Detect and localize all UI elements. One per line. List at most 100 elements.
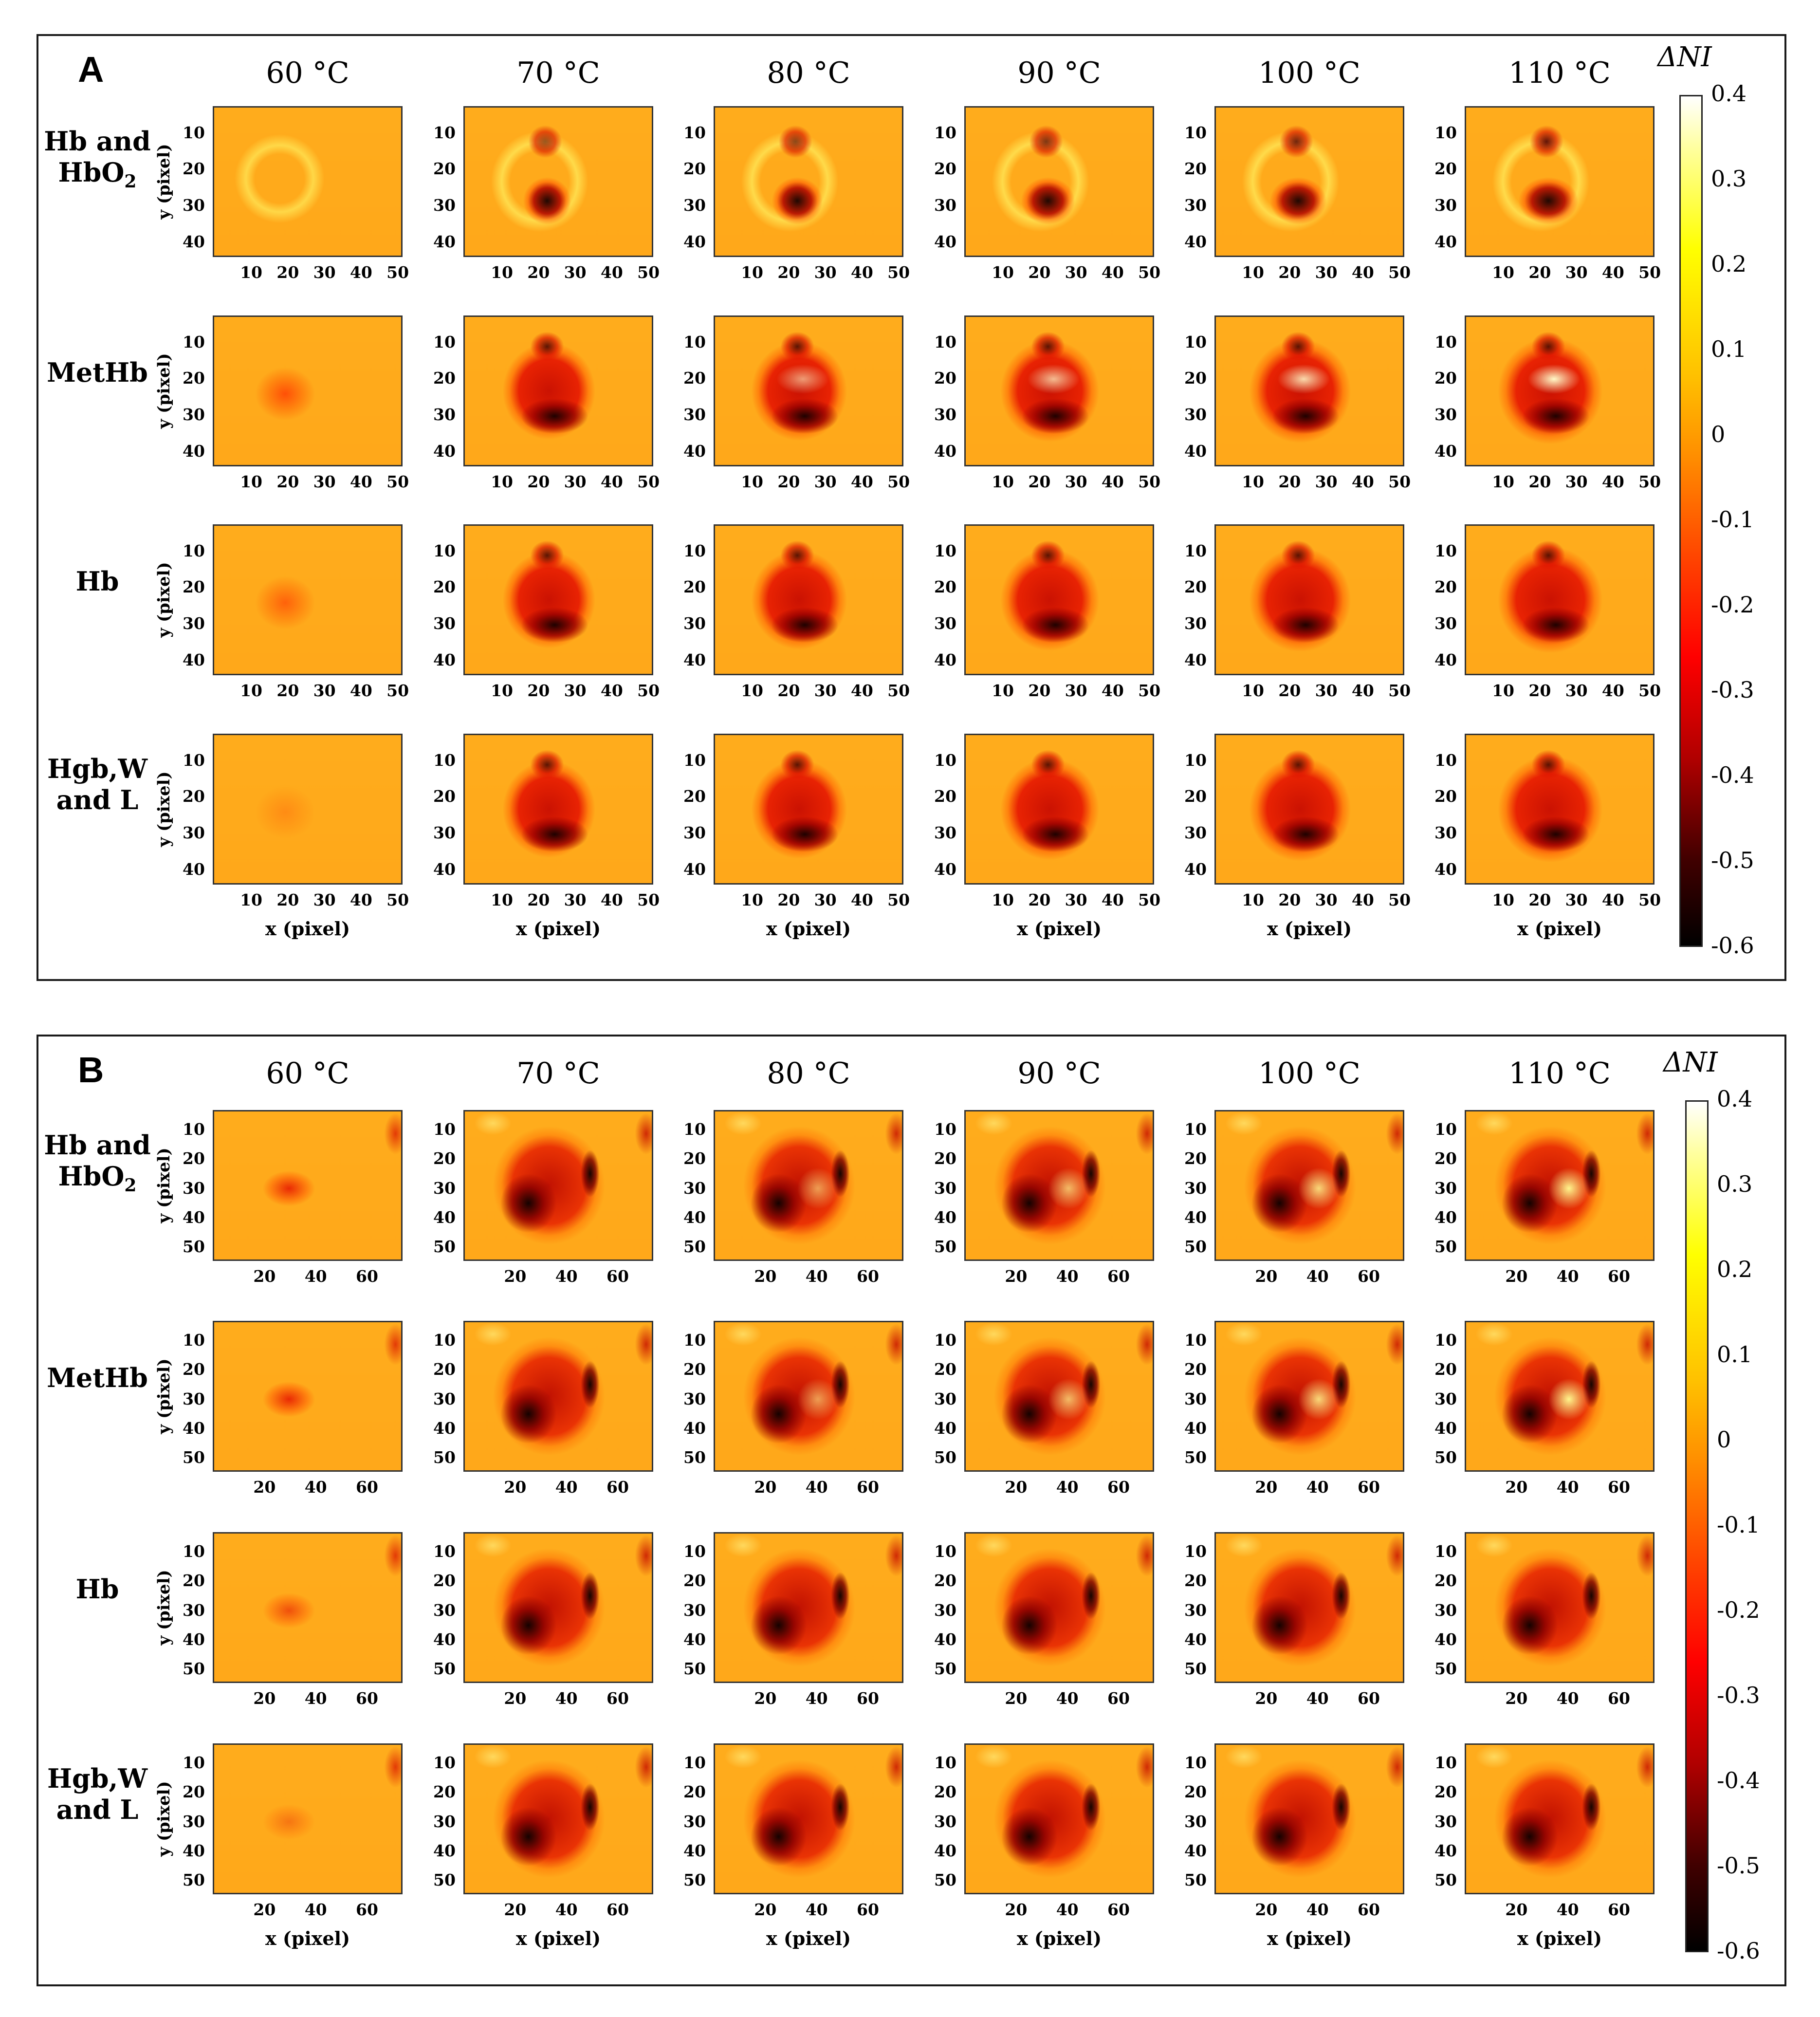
y-tick-label: 10 — [1184, 123, 1207, 142]
y-tick-label: 20 — [433, 1149, 456, 1168]
x-tick-label: 10 — [1242, 681, 1265, 700]
colorbar-tick-label: 0.2 — [1717, 1256, 1753, 1282]
y-tick-label: 30 — [934, 614, 956, 633]
y-tick-label: 20 — [183, 1571, 205, 1591]
x-tick-label: 50 — [887, 263, 910, 282]
y-tick-label: 30 — [1434, 1600, 1457, 1620]
y-tick-label: 10 — [934, 1542, 956, 1561]
x-tick-label: 20 — [1278, 472, 1301, 491]
colorbar — [1685, 1100, 1709, 1952]
column-header-temperature: 90 °C — [1017, 1056, 1101, 1091]
heatmap-cell — [964, 106, 1154, 257]
row-label: Hgb,W and L — [41, 753, 153, 815]
x-axis-label: x (pixel) — [515, 918, 601, 940]
x-tick-label: 20 — [1505, 1900, 1528, 1919]
x-tick-label: 40 — [600, 472, 623, 491]
y-tick-label: 30 — [683, 1178, 706, 1198]
y-tick-label: 50 — [683, 1237, 706, 1256]
colorbar-tick-label: -0.5 — [1717, 1852, 1760, 1879]
y-tick-label: 40 — [1184, 1418, 1207, 1438]
y-tick-label: 30 — [1434, 405, 1457, 425]
x-tick-label: 10 — [1242, 263, 1265, 282]
y-axis-label: y (pixel) — [154, 1147, 174, 1223]
y-tick-label: 40 — [934, 1207, 956, 1227]
y-tick-label: 30 — [683, 1389, 706, 1408]
y-tick-label: 20 — [934, 1782, 956, 1802]
heatmap-cell — [1214, 106, 1404, 257]
x-tick-label: 30 — [1065, 472, 1087, 491]
x-tick-label: 40 — [1306, 1689, 1329, 1708]
y-tick-label: 40 — [1184, 650, 1207, 669]
heatmap-cell — [714, 106, 903, 257]
x-tick-label: 60 — [857, 1900, 879, 1919]
y-tick-label: 50 — [934, 1659, 956, 1678]
heatmap-cell — [463, 1110, 653, 1261]
x-tick-label: 20 — [527, 890, 550, 909]
x-tick-label: 20 — [1278, 890, 1301, 909]
y-tick-label: 40 — [1184, 1207, 1207, 1227]
x-tick-label: 20 — [754, 1689, 777, 1708]
x-tick-label: 20 — [1255, 1900, 1278, 1919]
x-tick-label: 50 — [637, 681, 660, 700]
y-tick-label: 30 — [1184, 1812, 1207, 1831]
y-tick-label: 30 — [683, 1812, 706, 1831]
x-tick-label: 10 — [240, 890, 263, 909]
colorbar-tick-label: -0.3 — [1711, 677, 1754, 703]
y-tick-label: 10 — [683, 1753, 706, 1773]
x-tick-label: 30 — [564, 263, 587, 282]
y-tick-label: 40 — [1184, 1841, 1207, 1860]
x-tick-label: 20 — [777, 681, 800, 700]
x-tick-label: 20 — [1505, 1689, 1528, 1708]
x-tick-label: 10 — [741, 263, 764, 282]
x-tick-label: 40 — [600, 681, 623, 700]
y-tick-label: 10 — [433, 123, 456, 142]
x-tick-label: 50 — [1638, 681, 1661, 700]
row-label-line1: Hgb,W — [47, 1763, 147, 1794]
colorbar-tick-label: -0.2 — [1711, 592, 1754, 618]
x-tick-label: 40 — [1056, 1689, 1079, 1708]
y-tick-label: 10 — [433, 541, 456, 560]
y-tick-label: 40 — [1184, 441, 1207, 461]
y-tick-label: 10 — [1184, 332, 1207, 352]
x-tick-label: 50 — [1138, 472, 1161, 491]
x-tick-label: 60 — [1107, 1900, 1130, 1919]
row-label-line2: and L — [41, 1794, 153, 1825]
y-tick-label: 40 — [183, 650, 205, 669]
y-tick-label: 20 — [683, 1360, 706, 1379]
x-tick-label: 60 — [1107, 1478, 1130, 1497]
y-tick-label: 10 — [683, 1542, 706, 1561]
colorbar-tick-label: -0.1 — [1711, 506, 1754, 533]
y-tick-label: 20 — [1434, 159, 1457, 179]
y-tick-label: 20 — [1434, 787, 1457, 806]
x-tick-label: 30 — [1315, 263, 1338, 282]
y-tick-label: 40 — [1184, 859, 1207, 879]
y-tick-label: 40 — [433, 1629, 456, 1649]
x-tick-label: 30 — [1315, 472, 1338, 491]
x-tick-label: 20 — [1028, 681, 1051, 700]
y-tick-label: 10 — [183, 332, 205, 352]
x-tick-label: 40 — [850, 890, 873, 909]
x-tick-label: 60 — [1608, 1689, 1630, 1708]
y-tick-label: 40 — [683, 232, 706, 251]
y-tick-label: 10 — [183, 1542, 205, 1561]
heatmap-cell — [1214, 315, 1404, 466]
x-tick-label: 20 — [527, 472, 550, 491]
y-tick-label: 10 — [1184, 1331, 1207, 1350]
x-axis-label: x (pixel) — [265, 1927, 350, 1949]
x-tick-label: 50 — [887, 890, 910, 909]
x-tick-label: 10 — [1492, 472, 1515, 491]
y-tick-label: 50 — [1184, 1447, 1207, 1467]
x-axis-label: x (pixel) — [1016, 918, 1102, 940]
x-tick-label: 20 — [253, 1689, 276, 1708]
y-tick-label: 40 — [1434, 1207, 1457, 1227]
y-tick-label: 20 — [183, 1360, 205, 1379]
x-tick-label: 40 — [1056, 1900, 1079, 1919]
y-tick-label: 10 — [683, 1120, 706, 1139]
y-tick-label: 20 — [1184, 1360, 1207, 1379]
x-tick-label: 30 — [313, 263, 336, 282]
colorbar-tick-label: -0.4 — [1717, 1767, 1760, 1794]
y-tick-label: 30 — [1434, 1812, 1457, 1831]
x-tick-label: 10 — [240, 263, 263, 282]
y-tick-label: 20 — [1434, 1782, 1457, 1802]
y-tick-label: 20 — [683, 787, 706, 806]
